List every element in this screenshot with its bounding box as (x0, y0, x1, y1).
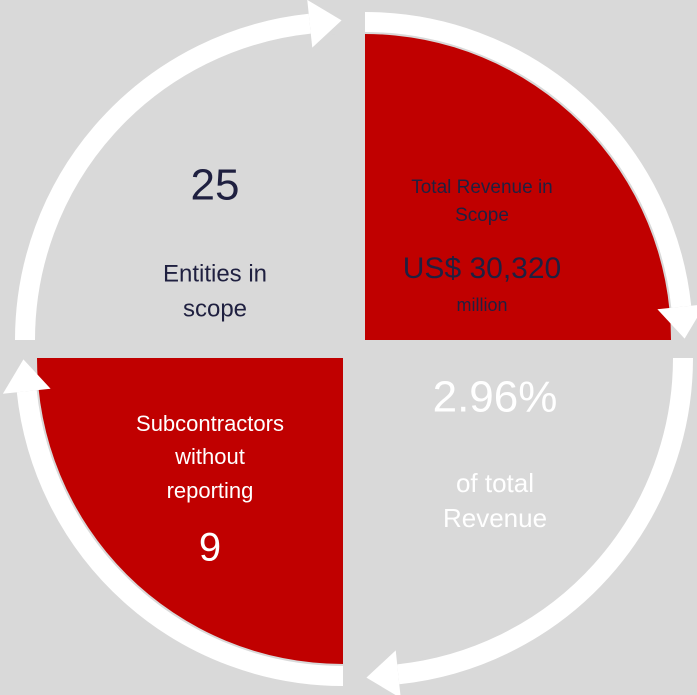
quadrant (365, 34, 671, 340)
quadrant (37, 358, 343, 664)
subcontractors-label: Subcontractors (136, 411, 284, 436)
ring-arc (15, 13, 311, 341)
share-value: 2.96% (433, 373, 558, 422)
subcontractors-label: without (174, 444, 245, 469)
entities-value: 25 (191, 161, 240, 210)
share-label: of total (456, 468, 534, 498)
revenue-label: Total Revenue in (411, 177, 553, 198)
share-label: Revenue (443, 503, 547, 533)
ring-arrowhead (366, 650, 401, 695)
quadrant (365, 358, 671, 664)
entities-label: Entities in (163, 260, 267, 287)
revenue-value: US$ 30,320 (403, 252, 561, 285)
ring-arc (397, 357, 693, 685)
revenue-label: Scope (455, 205, 509, 226)
ring-arrowhead (307, 0, 342, 48)
ring-arc (16, 390, 344, 686)
subcontractors-value: 9 (199, 526, 221, 570)
quadrant (37, 34, 343, 340)
ring-arrowhead (2, 359, 51, 394)
ring-arrowhead (657, 305, 697, 339)
entities-label: scope (183, 295, 247, 322)
ring-arc (364, 12, 692, 308)
revenue-unit: million (456, 295, 507, 315)
subcontractors-label: reporting (167, 478, 254, 503)
